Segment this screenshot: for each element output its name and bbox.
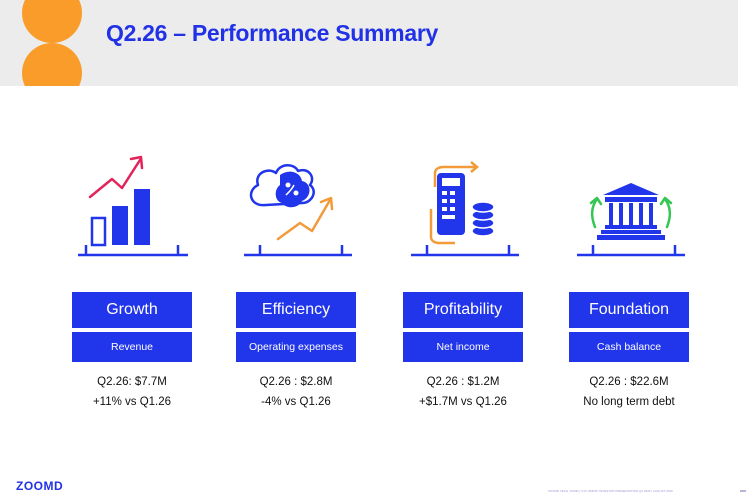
card-title: Foundation: [569, 292, 689, 328]
calculator-coins-icon: [411, 161, 519, 257]
slide-header: Q2.26 – Performance Summary: [0, 0, 738, 86]
card-metric: Cash balance: [569, 332, 689, 362]
growth-chart-icon: [78, 155, 188, 257]
card-metric: Net income: [403, 332, 523, 362]
orange-circles-decoration: [22, 0, 82, 86]
company-logo: ZOOMD: [16, 479, 64, 493]
card-change: -4% vs Q1.26: [261, 396, 331, 408]
bank-building-icon: [577, 183, 685, 257]
card-change: +11% vs Q1.26: [92, 396, 172, 408]
brain-trend-icon: [244, 164, 352, 257]
card-value: Q2.26: $7.7M: [97, 376, 167, 388]
card-change: No long term debt: [583, 396, 675, 408]
card-value: Q2.26 : $22.6M: [589, 376, 669, 388]
card-change: +$1.7M vs Q1.26: [419, 396, 507, 408]
page-title: Q2.26 – Performance Summary: [106, 20, 438, 46]
card-value: Q2.26 : $1.2M: [426, 376, 500, 388]
card-title: Profitability: [403, 292, 523, 328]
card-metric: Revenue: [72, 332, 192, 362]
card-title: Efficiency: [236, 292, 356, 328]
card-value: Q2.26 : $2.8M: [259, 376, 333, 388]
card-title: Growth: [72, 292, 192, 328]
page-marker: [740, 490, 746, 492]
card-metric: Operating expenses: [236, 332, 356, 362]
footer-note: ZOOMD TECH. ZOMD | OTC ZMDTF INVESTOR PR…: [548, 489, 673, 493]
